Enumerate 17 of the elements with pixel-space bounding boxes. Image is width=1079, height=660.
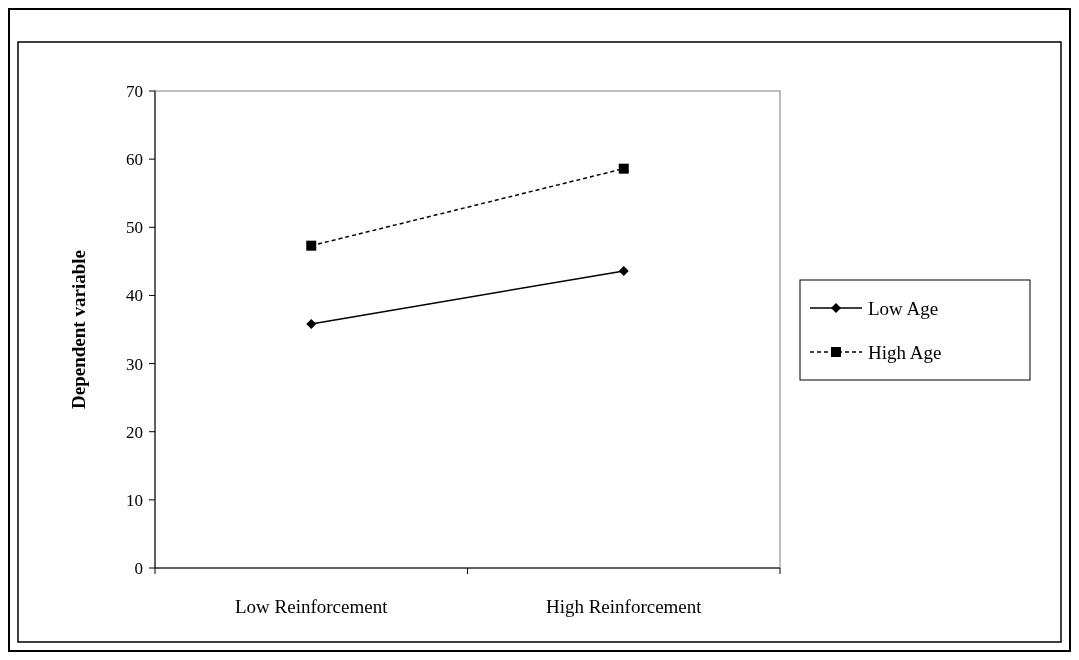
point: [618, 163, 629, 174]
y-tick-label: 60: [126, 150, 143, 170]
legend-label: Low Age: [868, 297, 939, 319]
y-tick-label: 10: [126, 490, 143, 510]
y-tick-label: 50: [126, 218, 143, 238]
y-tick-label: 40: [126, 286, 143, 306]
x-tick-label: Low Reinforcement: [235, 596, 389, 617]
x-tick-label: High Reinforcement: [545, 596, 703, 617]
point: [306, 319, 317, 330]
y-tick-label: 70: [126, 81, 143, 101]
y-tick-label: 20: [126, 422, 143, 442]
point: [618, 265, 629, 276]
point: [306, 240, 317, 251]
y-axis-title: Dependent variable: [68, 250, 89, 409]
legend-label: High Age: [868, 341, 942, 363]
y-tick-label: 30: [126, 354, 143, 374]
y-tick-label: 0: [134, 558, 143, 578]
